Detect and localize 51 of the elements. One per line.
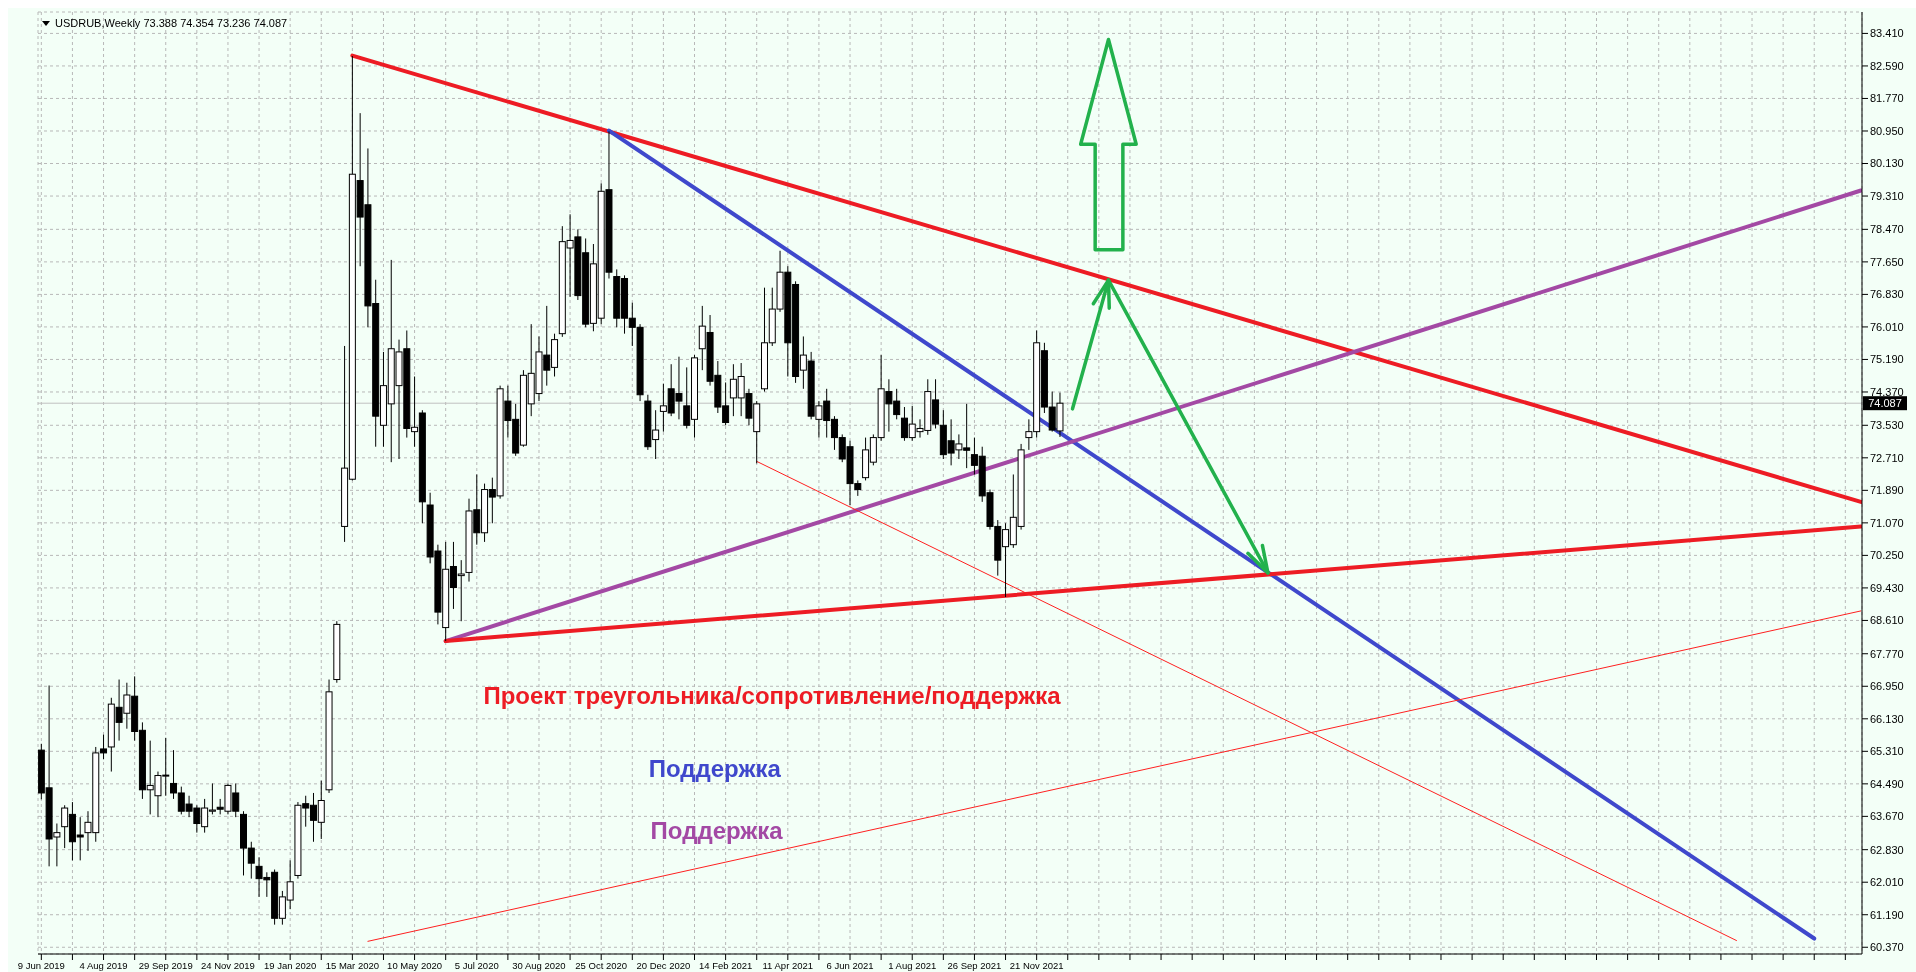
x-tick-label: 19 Jan 2020	[264, 959, 317, 971]
y-tick-label: 70.250	[1870, 549, 1904, 562]
y-tick-label: 71.070	[1870, 516, 1904, 529]
x-tick-label: 26 Sep 2021	[947, 959, 1002, 971]
annotation: Проект треугольника/сопротивление/поддержка	[483, 682, 1062, 710]
y-tick-label: 82.590	[1870, 59, 1904, 72]
x-tick-label: 1 Aug 2021	[888, 959, 937, 971]
y-tick-label: 62.830	[1870, 843, 1904, 856]
y-tick-label: 68.610	[1870, 614, 1904, 627]
x-tick-label: 6 Jun 2021	[826, 959, 874, 971]
y-tick-label: 69.430	[1870, 581, 1904, 594]
x-tick-label: 10 May 2020	[387, 959, 443, 971]
y-tick-label: 67.770	[1870, 647, 1904, 660]
y-tick-label: 78.470	[1870, 223, 1904, 236]
y-tick-label: 80.950	[1870, 124, 1904, 137]
y-tick-label: 61.190	[1870, 908, 1904, 921]
y-tick-label: 71.890	[1870, 484, 1904, 497]
y-tick-label: 74.370	[1870, 385, 1904, 398]
x-tick-label: 21 Nov 2021	[1009, 959, 1064, 971]
x-tick-label: 9 Jun 2019	[17, 959, 65, 971]
x-tick-label: 30 Aug 2020	[512, 959, 566, 971]
x-tick-label: 14 Feb 2021	[698, 959, 753, 971]
x-tick-label: 25 Oct 2020	[575, 959, 628, 971]
x-tick-label: 20 Dec 2020	[636, 959, 691, 971]
y-tick-label: 64.490	[1870, 777, 1904, 790]
y-tick-label: 76.010	[1870, 320, 1904, 333]
x-tick-label: 15 Mar 2020	[325, 959, 380, 971]
ref-line-label: 74.087	[1868, 397, 1902, 410]
x-tick-label: 24 Nov 2019	[201, 959, 255, 971]
y-tick-label: 79.310	[1870, 189, 1904, 202]
x-tick-label: 4 Aug 2019	[79, 959, 128, 971]
y-tick-label: 63.670	[1870, 810, 1904, 823]
y-tick-label: 62.010	[1870, 876, 1904, 889]
y-tick-label: 77.650	[1870, 255, 1904, 268]
y-tick-label: 65.310	[1870, 745, 1904, 758]
y-tick-label: 81.770	[1870, 92, 1904, 105]
y-tick-label: 80.130	[1870, 157, 1904, 170]
y-tick-label: 75.190	[1870, 353, 1904, 366]
y-tick-label: 73.530	[1870, 419, 1904, 432]
chart-title: USDRUB,Weekly 73.388 74.354 73.236 74.087	[55, 17, 288, 29]
y-tick-label: 83.410	[1870, 27, 1904, 40]
y-tick-label: 60.370	[1870, 941, 1904, 954]
annotation: Поддержка	[648, 754, 782, 782]
x-tick-label: 5 Jul 2020	[454, 959, 499, 971]
y-tick-label: 76.830	[1870, 288, 1904, 301]
x-tick-label: 29 Sep 2019	[138, 959, 193, 971]
y-tick-label: 66.130	[1870, 712, 1904, 725]
y-tick-label: 72.710	[1870, 451, 1904, 464]
y-tick-label: 66.950	[1870, 680, 1904, 693]
annotation: Поддержка	[650, 816, 784, 844]
x-tick-label: 11 Apr 2021	[762, 959, 814, 971]
